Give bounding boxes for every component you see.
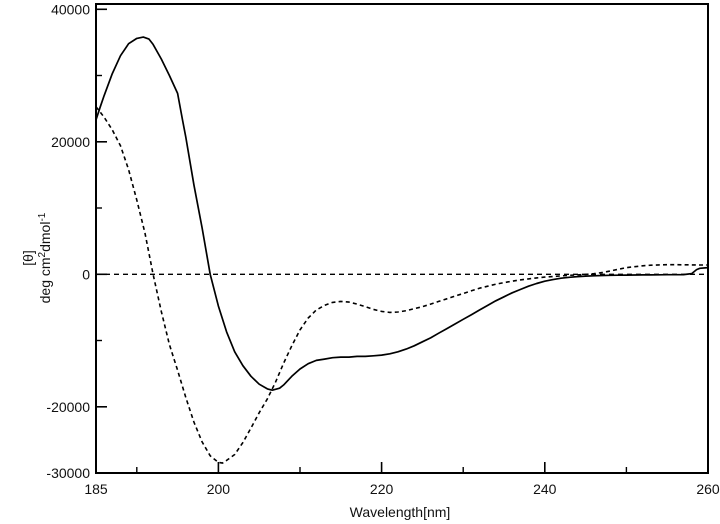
units-deg-cm: deg cm: [37, 257, 53, 303]
x-tick-label: 260: [696, 481, 720, 497]
units-superscript-2: 2: [37, 251, 48, 257]
y-tick-label: 40000: [51, 1, 90, 17]
y-tick-label: -30000: [46, 465, 90, 481]
y-axis-title-theta: [θ]: [20, 250, 36, 266]
x-axis-title: Wavelength[nm]: [350, 504, 451, 520]
x-tick-label: 240: [533, 481, 557, 497]
x-tick-label: 220: [370, 481, 394, 497]
x-tick-label: 185: [84, 481, 108, 497]
y-axis-title: [θ] deg cm2dmol-1: [20, 212, 53, 303]
axis-ticks: [96, 8, 628, 473]
units-dmol: dmol: [37, 222, 53, 252]
x-tick-label: 200: [207, 481, 231, 497]
y-tick-label: 20000: [51, 134, 90, 150]
y-tick-label: 0: [82, 266, 90, 282]
plot-area-frame: [95, 3, 709, 474]
y-tick-label: -20000: [46, 399, 90, 415]
y-axis-title-units: deg cm2dmol-1: [37, 212, 53, 303]
units-superscript-minus1: -1: [37, 212, 48, 221]
dashed-curve: [95, 106, 708, 464]
solid-curve: [95, 36, 709, 392]
